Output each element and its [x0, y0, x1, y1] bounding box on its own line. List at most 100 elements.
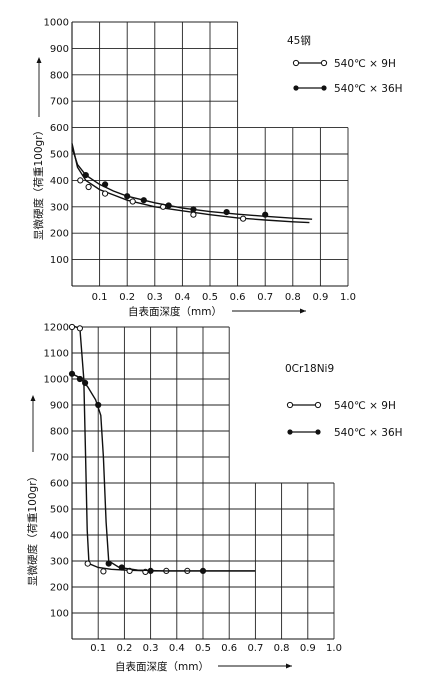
y-tick-label: 1000 — [44, 18, 69, 29]
legend-45-steel: 540℃ × 9H 540℃ × 36H — [292, 58, 403, 95]
x-tick-label: 0.9 — [300, 643, 316, 654]
x-tick-label: 0.7 — [257, 292, 273, 303]
data-point-filled — [140, 197, 147, 204]
y-tick-label: 400 — [50, 176, 69, 187]
data-point-filled — [76, 375, 84, 383]
series-line — [71, 325, 256, 572]
data-point-filled — [124, 193, 131, 200]
y-tick-label: 100 — [50, 255, 69, 266]
y-tick-label: 500 — [50, 505, 69, 516]
chart-45-steel: 0.1 0.2 0.3 0.4 0.5 0.6 0.7 0.8 0.9 1.0 100 200 300 4… — [32, 18, 403, 319]
x-tick-label: 1.0 — [326, 643, 342, 654]
ticks-0cr18ni9: 0.1 0.2 0.3 0.4 0.5 0.6 0.7 0.8 0.9 1.0 100 200 300 4… — [44, 323, 342, 655]
y-tick-label: 600 — [50, 479, 69, 490]
y-tick-label: 500 — [50, 150, 69, 161]
ticks-45-steel: 0.1 0.2 0.3 0.4 0.5 0.6 0.7 0.8 0.9 1.0 100 200 300 4… — [44, 18, 356, 304]
legend-marker-filled — [287, 429, 293, 435]
grid-45-steel — [71, 21, 349, 287]
x-tick-label: 0.2 — [116, 643, 132, 654]
x-tick-label: 0.5 — [202, 292, 218, 303]
data-point-open — [240, 215, 247, 222]
data-point-filled — [95, 401, 102, 409]
data-point-filled — [199, 567, 207, 575]
series-line — [71, 143, 310, 224]
chart-title: 0Cr18Ni9 — [285, 363, 334, 375]
y-tick-label: 1200 — [44, 323, 69, 334]
x-tick-label: 0.3 — [147, 292, 163, 303]
chart-title: 45钢 — [287, 34, 311, 47]
y-tick-label: 300 — [50, 202, 69, 213]
grid-0cr18ni9 — [71, 326, 335, 640]
y-tick-label: 300 — [50, 557, 69, 568]
x-tick-label: 0.8 — [285, 292, 301, 303]
legend-label: 540℃ × 36H — [334, 427, 403, 439]
x-tick-label: 0.5 — [195, 643, 211, 654]
x-tick-label: 0.9 — [312, 292, 328, 303]
x-axis-label: 自表面深度（mm） — [128, 305, 222, 318]
data-point-filled — [82, 379, 89, 386]
x-tick-label: 0.4 — [169, 643, 185, 654]
y-tick-label: 700 — [50, 97, 69, 108]
data-point-filled — [82, 172, 89, 179]
data-point-filled — [68, 370, 76, 377]
data-point-filled — [190, 206, 197, 213]
x-tick-label: 0.7 — [247, 643, 263, 654]
data-point-open — [100, 568, 107, 575]
data-point-open — [68, 323, 76, 331]
data-point-filled — [102, 181, 109, 188]
y-tick-label: 800 — [50, 70, 69, 81]
y-axis-label: 显微硬度（荷重100gr） — [32, 125, 45, 240]
x-axis-label: 自表面深度（mm） — [115, 660, 209, 673]
y-tick-label: 700 — [50, 453, 69, 464]
chart-0cr18ni9: 0.1 0.2 0.3 0.4 0.5 0.6 0.7 0.8 0.9 1.0 100 200 300 4… — [26, 323, 403, 674]
data-point-open — [84, 560, 91, 567]
legend-marker-open — [314, 401, 322, 409]
legend-marker-filled — [315, 429, 321, 435]
data-point-filled — [118, 564, 125, 571]
y-tick-label: 100 — [50, 609, 69, 620]
x-tick-label: 0.8 — [274, 643, 290, 654]
x-tick-label: 0.3 — [143, 643, 159, 654]
x-tick-label: 0.6 — [230, 292, 246, 303]
data-point-open — [77, 177, 84, 184]
data-point-filled — [165, 202, 172, 209]
data-point-open — [190, 211, 197, 218]
x-tick-label: 0.1 — [92, 292, 108, 303]
legend-0cr18ni9: 540℃ × 9H 540℃ × 36H — [286, 400, 403, 439]
legend-marker-open — [320, 59, 328, 67]
y-tick-label: 1100 — [44, 349, 69, 360]
y-tick-label: 600 — [50, 123, 69, 134]
x-tick-label: 0.4 — [174, 292, 190, 303]
legend-marker-filled — [321, 85, 327, 91]
legend-label: 540℃ × 9H — [334, 400, 396, 412]
data-point-filled — [147, 567, 154, 575]
y-tick-label: 900 — [50, 401, 69, 412]
y-tick-label: 1000 — [44, 375, 69, 386]
data-point-filled — [262, 211, 269, 218]
x-tick-label: 0.1 — [90, 643, 106, 654]
x-tick-label: 0.6 — [221, 643, 237, 654]
series-45-steel — [71, 143, 313, 224]
legend-marker-open — [292, 59, 300, 67]
series-0cr18ni9 — [68, 323, 256, 576]
x-tick-label: 0.2 — [119, 292, 135, 303]
y-tick-label: 900 — [50, 44, 69, 55]
legend-marker-open — [286, 401, 294, 409]
data-point-filled — [105, 560, 112, 567]
data-point-open — [76, 325, 84, 332]
data-point-open — [85, 183, 92, 191]
legend-label: 540℃ × 36H — [334, 83, 403, 95]
series-line — [71, 373, 256, 572]
y-tick-label: 800 — [50, 427, 69, 438]
data-point-filled — [223, 209, 230, 216]
y-axis-label: 显微硬度（荷重100gr） — [26, 471, 39, 586]
legend-label: 540℃ × 9H — [334, 58, 396, 70]
y-tick-label: 200 — [50, 583, 69, 594]
x-tick-label: 1.0 — [340, 292, 356, 303]
y-tick-label: 400 — [50, 531, 69, 542]
data-point-open — [129, 198, 136, 205]
legend-marker-filled — [293, 85, 299, 91]
data-point-open — [102, 190, 109, 197]
y-tick-label: 200 — [50, 229, 69, 240]
